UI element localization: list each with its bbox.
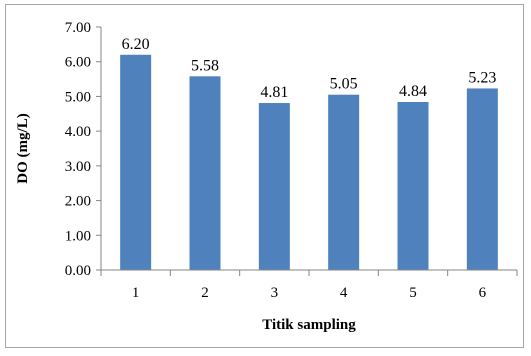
y-tick-label-4.00: 4.00 xyxy=(65,124,91,140)
bars-layer xyxy=(120,54,498,271)
data-label-6: 5.23 xyxy=(468,69,496,86)
bar-6 xyxy=(466,88,498,271)
data-label-1: 6.20 xyxy=(122,36,150,53)
x-tick-label-1: 1 xyxy=(132,285,140,301)
bar-3 xyxy=(258,103,290,270)
y-tick-label-3.00: 3.00 xyxy=(65,159,91,175)
bar-1 xyxy=(120,54,152,271)
x-tick-label-5: 5 xyxy=(409,285,417,301)
labels-layer: 6.20 1 5.58 2 4.81 3 5.05 4 4.84 5 5.23 6 0.00 1.00 2.… xyxy=(65,20,497,301)
x-tick-label-4: 4 xyxy=(340,285,348,301)
y-tick-label-7.00: 7.00 xyxy=(65,20,91,36)
y-tick-label-0.00: 0.00 xyxy=(65,263,91,279)
axes-layer xyxy=(96,26,518,276)
y-tick-label-6.00: 6.00 xyxy=(65,55,91,71)
data-label-2: 5.58 xyxy=(191,57,219,74)
x-tick-label-3: 3 xyxy=(271,285,279,301)
bar-4 xyxy=(328,94,360,270)
x-tick-label-6: 6 xyxy=(479,285,487,301)
y-tick-label-5.00: 5.00 xyxy=(65,89,91,105)
y-tick-label-2.00: 2.00 xyxy=(65,194,91,210)
x-axis-title: Titik sampling xyxy=(262,317,356,333)
x-tick-label-2: 2 xyxy=(201,285,209,301)
bar-2 xyxy=(189,76,221,271)
y-axis-title: DO (mg/L) xyxy=(15,113,31,183)
data-label-5: 4.84 xyxy=(399,83,427,100)
data-label-4: 5.05 xyxy=(330,76,358,93)
y-tick-label-1.00: 1.00 xyxy=(65,228,91,244)
data-label-3: 4.81 xyxy=(260,84,288,101)
bar-5 xyxy=(397,101,429,271)
